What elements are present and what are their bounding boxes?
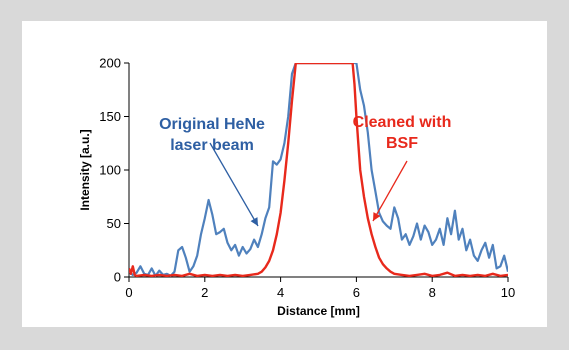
- annotation-text-cleaned: BSF: [386, 135, 418, 152]
- series-line-cleaned: [129, 63, 508, 277]
- y-tick-label: 0: [114, 270, 121, 285]
- annotation-text-original: Original HeNe: [159, 116, 265, 133]
- chart-panel: 0 2 4 6 8 10 0 50 100 150 200 Original HeNe laser b…: [22, 21, 547, 327]
- y-tick-label: 150: [99, 109, 121, 124]
- x-tick-label: 10: [501, 285, 515, 300]
- annotation-arrow-cleaned: [372, 160, 408, 222]
- series-line-original: [129, 63, 508, 277]
- x-tick-label: 2: [201, 285, 208, 300]
- x-tick-label: 8: [429, 285, 436, 300]
- x-tick-label: 6: [353, 285, 360, 300]
- annotation-arrowhead-cleaned: [373, 212, 381, 221]
- axes: [128, 63, 508, 278]
- annotation-arrowhead-original: [250, 217, 258, 226]
- y-tick-label: 200: [99, 56, 121, 71]
- x-tick-label: 0: [125, 285, 132, 300]
- series-layer: [129, 63, 508, 277]
- y-axis-title: Intensity [a.u.]: [78, 129, 92, 210]
- annotation-text-cleaned: Cleaned with: [353, 114, 452, 131]
- x-axis-title: Distance [mm]: [277, 304, 360, 318]
- y-tick-label: 100: [99, 163, 121, 178]
- x-tick-label: 4: [277, 285, 284, 300]
- y-tick-label: 50: [107, 216, 121, 231]
- annotation-arrow-original: [209, 142, 259, 227]
